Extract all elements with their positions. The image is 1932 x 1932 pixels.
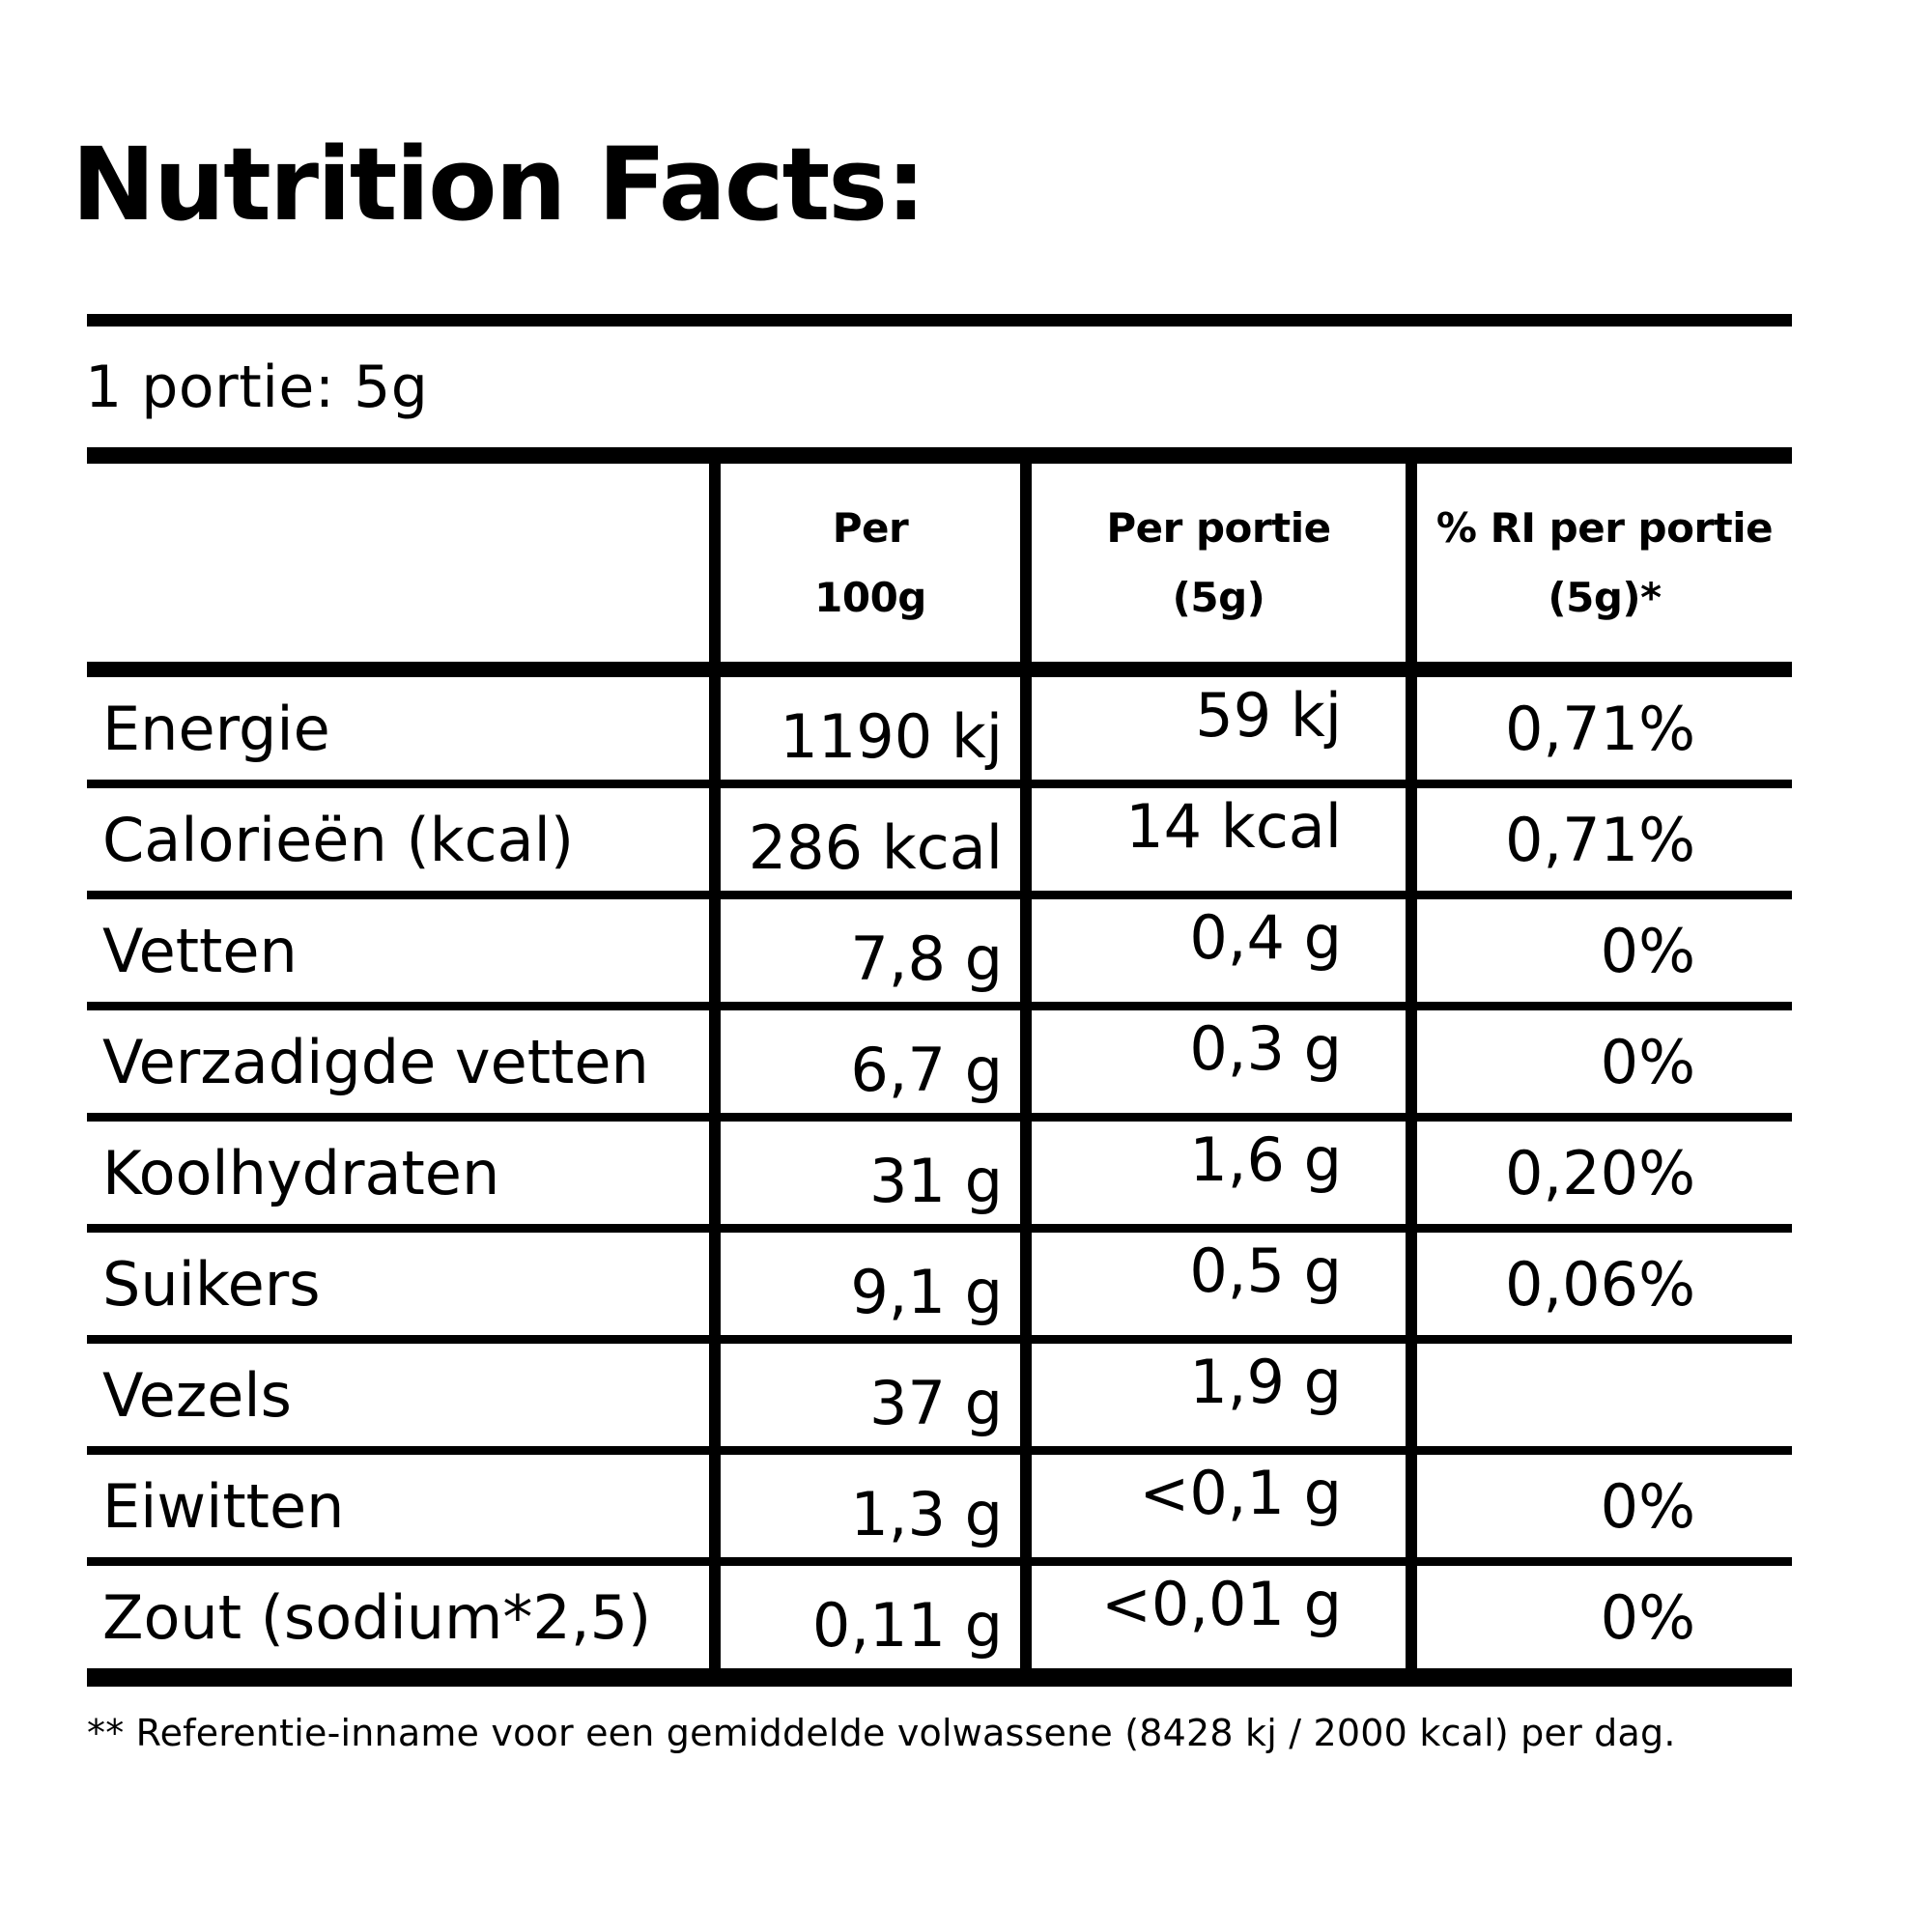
nutrition-table: Per 100g Per portie (5g) % RI per portie…	[87, 447, 1792, 1687]
row-label: Energie	[87, 677, 709, 780]
header-per-portie: Per portie (5g)	[1032, 464, 1406, 668]
row-per100-value: 31 g	[721, 1122, 1020, 1224]
header-ri-per-portie-line1: % RI per portie	[1435, 503, 1774, 552]
header-per-100g: Per 100g	[721, 464, 1020, 668]
row-per100-value: 1190 kj	[721, 677, 1020, 780]
row-portion-value: 59 kj	[1032, 677, 1406, 780]
row-portion-value: 0,4 g	[1032, 899, 1406, 1002]
row-per100-value: 37 g	[721, 1344, 1020, 1446]
header-ri-per-portie: % RI per portie (5g)*	[1417, 464, 1792, 668]
row-label: Suikers	[87, 1233, 709, 1335]
row-portion-value: <0,1 g	[1032, 1455, 1406, 1557]
row-label: Eiwitten	[87, 1455, 709, 1557]
row-portion-value: 1,9 g	[1032, 1344, 1406, 1446]
row-per100-value: 6,7 g	[721, 1010, 1020, 1113]
row-portion-value: <0,01 g	[1032, 1566, 1406, 1668]
page-title: Nutrition Facts:	[71, 126, 926, 243]
row-per100-value: 286 kcal	[721, 788, 1020, 891]
reference-intake-note: ** Referentie-inname voor een gemiddelde…	[87, 1712, 1676, 1754]
row-label: Verzadigde vetten	[87, 1010, 709, 1113]
header-per-100g-line2: 100g	[814, 573, 926, 621]
row-ri-value: 0%	[1417, 1010, 1792, 1113]
row-portion-value: 0,3 g	[1032, 1010, 1406, 1113]
row-ri-value: 0,71%	[1417, 677, 1792, 780]
row-ri-value: 0,71%	[1417, 788, 1792, 891]
header-per-portie-line2: (5g)	[1172, 573, 1265, 621]
row-per100-value: 1,3 g	[721, 1455, 1020, 1557]
header-ri-per-portie-line2: (5g)*	[1548, 573, 1662, 621]
row-ri-value: 0%	[1417, 899, 1792, 1002]
row-portion-value: 14 kcal	[1032, 788, 1406, 891]
row-per100-value: 7,8 g	[721, 899, 1020, 1002]
row-portion-value: 0,5 g	[1032, 1233, 1406, 1335]
serving-size-line: 1 portie: 5g	[85, 354, 429, 421]
row-per100-value: 0,11 g	[721, 1566, 1020, 1668]
row-label: Calorieën (kcal)	[87, 788, 709, 891]
row-per100-value: 9,1 g	[721, 1233, 1020, 1335]
row-label: Vezels	[87, 1344, 709, 1446]
row-portion-value: 1,6 g	[1032, 1122, 1406, 1224]
row-ri-value: 0,20%	[1417, 1122, 1792, 1224]
row-ri-value: 0%	[1417, 1566, 1792, 1668]
title-divider	[87, 314, 1792, 327]
row-label: Vetten	[87, 899, 709, 1002]
row-ri-value: 0%	[1417, 1455, 1792, 1557]
header-per-100g-line1: Per	[832, 503, 909, 552]
row-label: Koolhydraten	[87, 1122, 709, 1224]
row-ri-value	[1417, 1344, 1792, 1446]
header-empty-cell	[87, 464, 709, 668]
row-ri-value: 0,06%	[1417, 1233, 1792, 1335]
header-per-portie-line1: Per portie	[1106, 503, 1331, 552]
row-label: Zout (sodium*2,5)	[87, 1566, 709, 1668]
